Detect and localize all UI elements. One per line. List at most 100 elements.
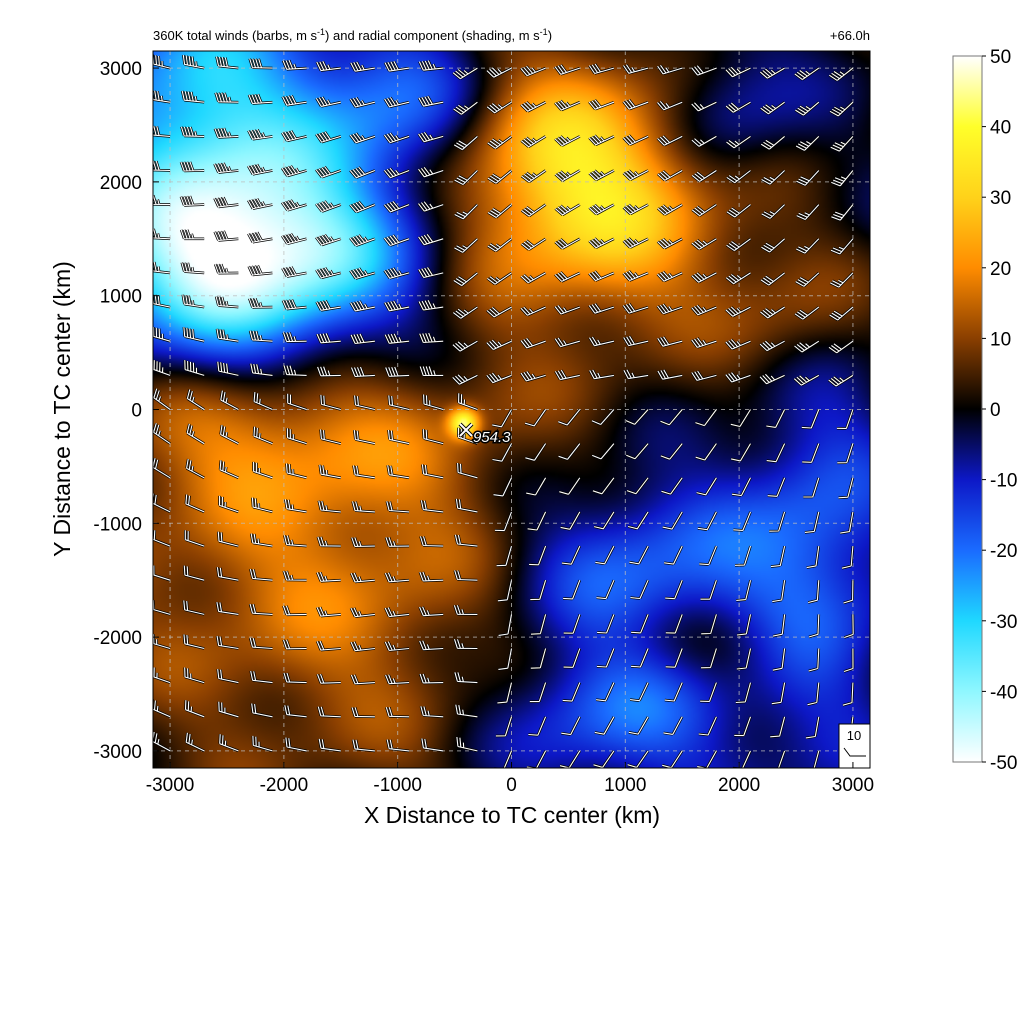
wind-barb xyxy=(282,672,307,684)
wind-barb xyxy=(497,682,513,705)
wind-barb xyxy=(247,93,273,105)
wind-barb xyxy=(417,233,444,246)
wind-barb xyxy=(218,495,239,514)
wind-barb xyxy=(525,477,547,497)
wind-barb xyxy=(248,330,273,343)
wind-barb xyxy=(730,442,752,463)
wind-barb xyxy=(656,303,683,315)
colorbar-tick-label: 30 xyxy=(990,188,1011,209)
wind-barb xyxy=(453,671,478,684)
wind-barb xyxy=(591,408,615,426)
wind-barb xyxy=(828,67,854,82)
wind-barb xyxy=(281,266,307,278)
wind-barb xyxy=(627,511,650,531)
wind-barb xyxy=(349,641,376,652)
wind-barb xyxy=(760,135,786,151)
wind-barb xyxy=(563,579,582,601)
wind-barb xyxy=(595,682,616,703)
wind-barb xyxy=(349,607,376,618)
wind-barb xyxy=(418,332,444,344)
wind-barb xyxy=(251,735,273,753)
wind-barb xyxy=(591,442,615,461)
wind-barb xyxy=(216,567,239,582)
wind-barb xyxy=(153,388,171,411)
y-axis-title: Y Distance to TC center (km) xyxy=(49,261,75,557)
tc-pressure-label: 954.3 xyxy=(473,429,511,446)
wind-barb xyxy=(216,361,239,377)
wind-barb xyxy=(455,736,478,753)
wind-barb xyxy=(153,360,171,377)
wind-barb xyxy=(281,130,307,143)
wind-barb xyxy=(387,429,410,445)
wind-barb xyxy=(153,634,171,650)
wind-barb xyxy=(248,58,273,70)
wind-barb xyxy=(724,371,751,384)
wind-barb xyxy=(383,300,410,313)
wind-barb xyxy=(661,477,684,496)
wind-barb xyxy=(625,442,650,461)
wind-barb xyxy=(519,65,547,77)
wind-barb xyxy=(497,579,513,603)
wind-barb xyxy=(588,270,615,282)
wind-barb xyxy=(419,536,444,548)
wind-barb xyxy=(736,648,752,671)
wind-barb xyxy=(452,101,479,116)
wind-barb xyxy=(660,408,684,427)
wind-barb xyxy=(663,716,684,736)
wind-barb xyxy=(453,237,479,254)
wind-barb xyxy=(281,298,307,311)
wind-barb xyxy=(630,648,650,669)
wind-barb xyxy=(588,63,615,75)
y-tick-label: -2000 xyxy=(93,628,142,649)
wind-barb xyxy=(772,580,786,603)
wind-barb xyxy=(282,570,307,582)
wind-barb xyxy=(453,604,478,616)
wind-barb xyxy=(691,135,718,148)
wind-barb xyxy=(184,530,205,548)
wind-barb xyxy=(656,336,683,348)
wind-barb xyxy=(493,477,513,498)
wind-barb xyxy=(180,262,205,275)
colorbar-tick-label: -30 xyxy=(990,612,1017,633)
wind-barb xyxy=(724,66,752,78)
wind-barb xyxy=(217,531,239,548)
wind-barb xyxy=(558,442,581,461)
wind-barb xyxy=(280,199,307,212)
wind-barb xyxy=(734,545,752,567)
wind-barb xyxy=(153,326,171,343)
wind-barb xyxy=(454,704,478,719)
wind-barb xyxy=(383,200,410,214)
wind-barb xyxy=(349,132,376,144)
wind-barb xyxy=(698,716,718,737)
wind-barb xyxy=(454,534,478,548)
wind-barb xyxy=(213,196,239,209)
chart-title: 360K total winds (barbs, m s-1) and radi… xyxy=(153,27,552,43)
wind-barb xyxy=(182,54,205,70)
wind-barb xyxy=(843,614,855,639)
wind-barb xyxy=(492,442,513,463)
wind-barb xyxy=(181,294,205,309)
colorbar-tick-label: 0 xyxy=(990,400,1001,421)
wind-barb xyxy=(563,648,582,669)
wind-barb xyxy=(215,56,239,70)
wind-barb xyxy=(384,536,410,548)
reference-barb-box: 10 xyxy=(838,723,871,769)
wind-barb xyxy=(734,716,752,737)
wind-barb xyxy=(554,64,581,76)
tc-center-x-icon-inner xyxy=(459,423,473,437)
wind-barb xyxy=(384,333,410,345)
reference-barb-label: 10 xyxy=(847,728,861,743)
wind-barb xyxy=(694,408,718,427)
wind-barb xyxy=(697,511,718,531)
y-tick-label: -1000 xyxy=(93,514,142,535)
wind-barb xyxy=(759,340,786,352)
x-tick-label: -1000 xyxy=(373,775,422,796)
wind-barb xyxy=(627,750,650,768)
wind-barb xyxy=(185,423,205,445)
wind-barb xyxy=(837,443,855,465)
wind-barb xyxy=(153,90,171,104)
wind-barb xyxy=(554,237,581,250)
wind-barb xyxy=(828,340,854,354)
wind-barb xyxy=(315,606,341,618)
